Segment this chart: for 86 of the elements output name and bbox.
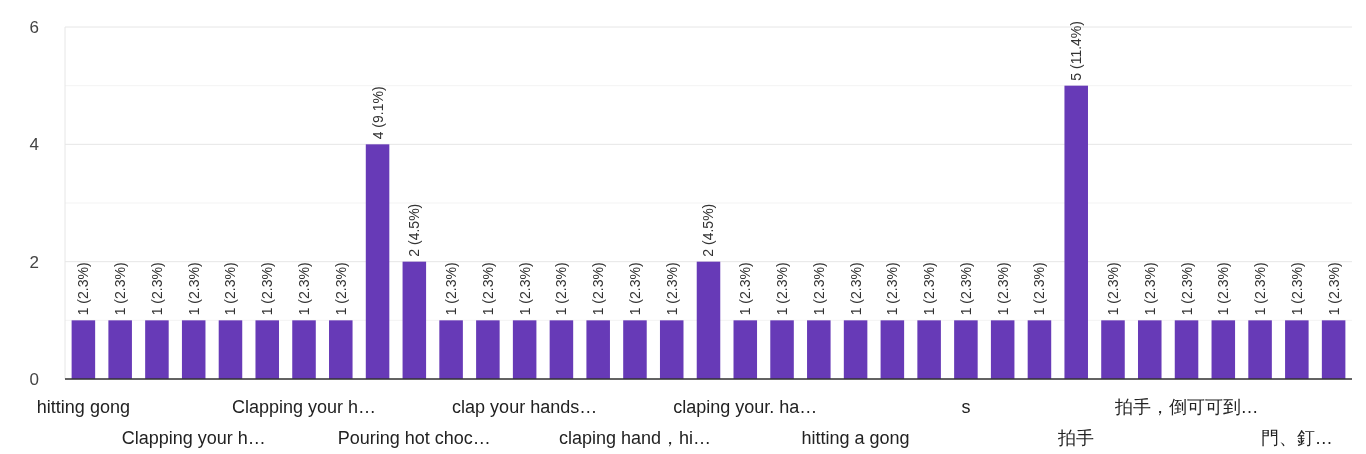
bar xyxy=(954,320,978,379)
data-label: 1 (2.3%) xyxy=(626,262,643,316)
data-label: 1 (2.3%) xyxy=(1252,262,1269,316)
bar xyxy=(990,320,1015,379)
data-label: 1 (2.3%) xyxy=(663,262,680,316)
x-tick-label: claping your. ha… xyxy=(673,397,818,417)
bar xyxy=(843,320,868,379)
data-label: 2 (4.5%) xyxy=(406,203,423,257)
y-tick-label: 4 xyxy=(29,135,39,155)
data-label: 1 (2.3%) xyxy=(296,262,313,316)
bar xyxy=(549,320,574,379)
x-tick-label: Clapping your h… xyxy=(121,428,266,448)
x-tick-label: 門、釘… xyxy=(1260,428,1333,448)
bar xyxy=(71,320,96,379)
data-label: 1 (2.3%) xyxy=(1325,262,1342,316)
data-label: 2 (4.5%) xyxy=(700,203,717,257)
data-label: 1 (2.3%) xyxy=(75,262,92,316)
y-tick-label: 2 xyxy=(29,252,39,272)
bar xyxy=(439,320,463,379)
bar xyxy=(1321,320,1346,379)
x-tick-label: 拍手 xyxy=(1057,428,1095,448)
data-label: 1 (2.3%) xyxy=(185,262,202,316)
x-tick-label: hitting a gong xyxy=(801,428,910,448)
x-tick-label: 拍手，倒可可到… xyxy=(1113,397,1259,417)
bar xyxy=(145,320,169,379)
data-label: 5 (11.4%) xyxy=(1068,20,1085,81)
bar xyxy=(329,320,353,379)
bar xyxy=(292,320,316,379)
data-label: 1 (2.3%) xyxy=(994,262,1011,316)
x-tick-label: hitting gong xyxy=(36,397,130,417)
bar xyxy=(1211,320,1236,379)
bar xyxy=(1101,320,1125,379)
bar xyxy=(880,320,905,379)
data-label: 1 (2.3%) xyxy=(1141,262,1158,316)
data-label: 1 (2.3%) xyxy=(1215,262,1232,316)
bar xyxy=(586,320,610,379)
bar xyxy=(733,320,758,379)
data-label: 1 (2.3%) xyxy=(1178,262,1195,316)
data-label: 1 (2.3%) xyxy=(112,262,129,316)
data-label: 1 (2.3%) xyxy=(479,262,496,316)
data-label: 1 (2.3%) xyxy=(847,262,864,316)
bar xyxy=(181,320,206,379)
bar xyxy=(1137,320,1162,379)
x-tick-label: clap your hands… xyxy=(452,397,598,417)
data-label: 1 (2.3%) xyxy=(810,262,827,316)
y-tick-label: 0 xyxy=(29,370,39,389)
bar xyxy=(1248,320,1272,379)
data-label: 1 (2.3%) xyxy=(590,262,607,316)
data-label: 1 (2.3%) xyxy=(516,262,533,316)
bar xyxy=(1064,85,1088,379)
data-label: 1 (2.3%) xyxy=(332,262,349,316)
bar xyxy=(770,320,794,379)
bar xyxy=(218,320,243,379)
data-label: 1 (2.3%) xyxy=(222,262,239,316)
data-label: 1 (2.3%) xyxy=(443,262,460,316)
data-label: 1 (2.3%) xyxy=(259,262,276,316)
y-tick-label: 6 xyxy=(29,18,39,37)
bar xyxy=(807,320,831,379)
x-tick-label: Pouring hot choc… xyxy=(337,428,491,448)
data-label: 1 (2.3%) xyxy=(1288,262,1305,316)
bar xyxy=(365,144,390,379)
data-label: 1 (2.3%) xyxy=(553,262,570,316)
x-tick-label: claping hand，hi… xyxy=(558,428,712,448)
x-tick-label: Clapping your h… xyxy=(231,397,377,417)
bar xyxy=(917,320,941,379)
data-label: 1 (2.3%) xyxy=(148,262,165,316)
x-tick-label: s xyxy=(961,397,971,417)
bar xyxy=(696,261,721,379)
data-label: 1 (2.3%) xyxy=(774,262,791,316)
bar xyxy=(402,261,427,379)
data-label: 1 (2.3%) xyxy=(884,262,901,316)
bar xyxy=(108,320,132,379)
data-label: 4 (9.1%) xyxy=(369,86,386,140)
bar xyxy=(476,320,500,379)
bar xyxy=(512,320,537,379)
data-label: 1 (2.3%) xyxy=(737,262,754,316)
bar xyxy=(623,320,647,379)
bar xyxy=(659,320,684,379)
bar xyxy=(1174,320,1199,379)
bar xyxy=(255,320,280,379)
bar xyxy=(1285,320,1309,379)
data-label: 1 (2.3%) xyxy=(957,262,974,316)
data-label: 1 (2.3%) xyxy=(1104,262,1121,316)
data-label: 1 (2.3%) xyxy=(1031,262,1048,316)
bar xyxy=(1027,320,1052,379)
data-label: 1 (2.3%) xyxy=(921,262,938,316)
